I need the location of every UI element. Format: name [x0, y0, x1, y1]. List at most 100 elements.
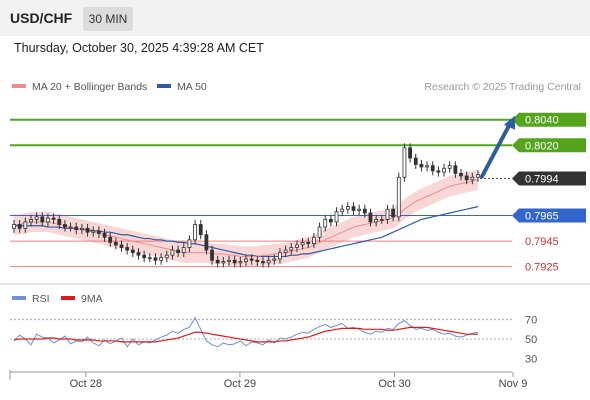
pivot-level-label: 0.7965: [525, 211, 559, 223]
rsi-y-tick: 30: [525, 353, 537, 365]
legend-label: MA 20 + Bollinger Bands: [32, 81, 147, 93]
candle-body: [261, 261, 265, 264]
resistance-level-label: 0.8040: [525, 115, 559, 127]
candle-body: [17, 224, 22, 229]
rsi-line: [13, 316, 479, 348]
candle-body: [312, 236, 316, 245]
x-axis-label: Oct 30: [378, 378, 410, 390]
candle-body: [396, 176, 401, 218]
candle-body: [289, 247, 294, 251]
candle-body: [159, 257, 164, 261]
current-price-label: 0.7994: [525, 174, 559, 186]
resistance-level-label: 0.8020: [525, 140, 559, 152]
candle-body: [430, 165, 435, 172]
candle-body: [317, 226, 322, 238]
candle-body: [57, 218, 62, 225]
candle-body: [108, 236, 113, 243]
credit-text: Research © 2025 Trading Central: [424, 81, 581, 93]
candle-body: [51, 217, 56, 220]
candle-body: [357, 208, 362, 211]
candle-body: [181, 247, 186, 254]
candle-body: [379, 218, 384, 221]
candle-body: [306, 241, 311, 245]
candle-body: [74, 226, 79, 231]
candle-body: [244, 258, 248, 262]
legend-swatch: [12, 84, 26, 88]
candle-body: [334, 211, 339, 223]
candle-body: [272, 258, 277, 261]
candle-body: [102, 233, 107, 238]
rsi-y-tick: 70: [525, 315, 537, 327]
symbol-title: USD/CHF: [10, 10, 73, 26]
candle-body: [464, 175, 469, 181]
candle-body: [278, 252, 282, 260]
candle-body: [113, 241, 118, 246]
candle-body: [436, 170, 441, 173]
candle-body: [215, 259, 220, 264]
rsi-legend-label: RSI: [32, 293, 50, 305]
rsi-legend-label: 9MA: [81, 293, 103, 305]
support-level-label: 0.7925: [525, 262, 559, 274]
x-axis-label: Oct 28: [70, 378, 102, 390]
candle-body: [96, 230, 101, 234]
candle-body: [255, 259, 260, 262]
current-price-tag: [512, 171, 586, 186]
candle-body: [46, 217, 50, 223]
support-level-label: 0.7945: [525, 236, 559, 248]
resistance-level-tag: [512, 112, 586, 127]
candle-body: [85, 227, 90, 233]
candle-body: [266, 259, 271, 264]
candle-body: [453, 165, 458, 174]
ma20-line: [14, 179, 479, 257]
candle-body: [125, 247, 130, 251]
candle-body: [136, 252, 141, 256]
candle-body: [142, 254, 147, 259]
candle-body: [345, 206, 350, 210]
candle-body: [187, 239, 192, 248]
candle-body: [368, 212, 373, 223]
candle-body: [295, 244, 299, 248]
candle-body: [68, 226, 73, 229]
candle-body: [193, 224, 197, 241]
candle-body: [442, 167, 446, 173]
candle-body: [12, 224, 16, 229]
candle-body: [40, 216, 45, 223]
candle-body: [176, 249, 180, 254]
candle-body: [408, 147, 412, 159]
rsi-y-tick: 50: [525, 334, 537, 346]
candle-body: [232, 259, 237, 264]
candle-body: [351, 206, 356, 211]
projection-arrowhead: [504, 115, 515, 130]
candle-body: [227, 259, 231, 262]
candle-body: [153, 257, 158, 261]
legend-label: MA 50: [177, 81, 207, 93]
candle-body: [29, 218, 33, 223]
chart-datetime: Thursday, October 30, 2025 4:39:28 AM CE…: [14, 41, 264, 55]
candle-body: [283, 249, 288, 254]
projection-arrow: [480, 121, 512, 179]
candle-body: [385, 208, 390, 220]
candle-body: [476, 174, 480, 178]
candle-body: [328, 218, 333, 223]
candle-body: [164, 254, 169, 259]
candle-body: [23, 221, 28, 229]
candle-body: [80, 227, 84, 231]
interval-button[interactable]: 30 MIN: [83, 7, 133, 31]
candle-body: [249, 258, 254, 261]
candle-body: [130, 249, 135, 254]
candle-body: [459, 172, 463, 177]
candle-body: [170, 249, 175, 256]
rsi-legend-swatch: [61, 296, 75, 300]
rsi-9ma-line: [13, 326, 478, 343]
top-bar: USD/CHF 30 MIN: [0, 0, 590, 36]
candle-body: [447, 165, 452, 169]
bollinger-band: [14, 169, 478, 267]
candle-body: [204, 234, 209, 251]
candle-body: [147, 257, 152, 260]
candle-body: [63, 224, 67, 228]
candle-body: [323, 218, 328, 228]
x-axis-label: Oct 29: [224, 378, 256, 390]
candle-body: [413, 157, 418, 165]
candle-body: [238, 261, 243, 264]
candle-body: [210, 249, 214, 261]
